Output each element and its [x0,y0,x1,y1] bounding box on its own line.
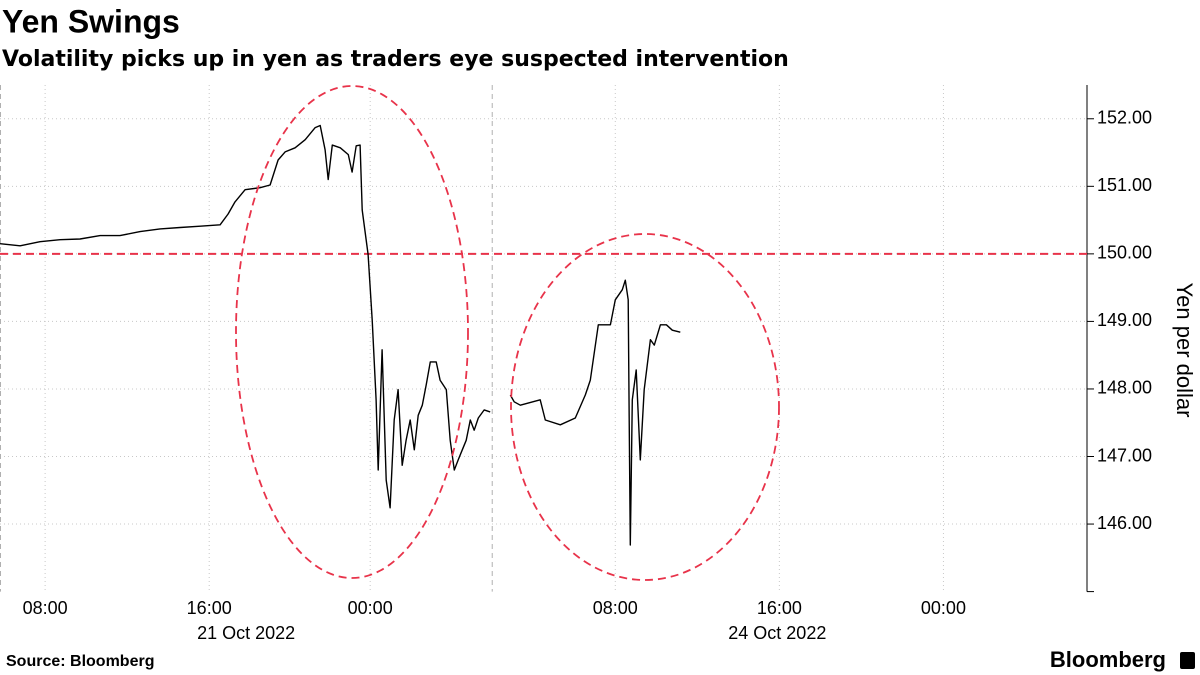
y-tick-label: 150.00 [1097,243,1152,263]
highlight-ellipse [235,85,469,579]
price-line [509,279,681,546]
date-label: 21 Oct 2022 [197,623,295,643]
x-tick-label: 08:00 [593,598,638,618]
price-line [0,124,491,509]
plot-area: 146.00 147.00 148.00 149.00 150.00 151.00 152.… [0,85,1152,643]
x-tick-label: 00:00 [348,598,393,618]
x-tick-label: 00:00 [921,598,966,618]
chart-subtitle: Volatility picks up in yen as traders ey… [2,47,789,72]
y-tick-label: 149.00 [1097,310,1152,330]
y-axis-label: Yen per dollar [1172,283,1197,418]
x-tick-label: 16:00 [187,598,232,618]
y-tick-label: 147.00 [1097,445,1152,465]
x-tick-label: 08:00 [23,598,68,618]
highlight-ellipse [510,233,780,581]
brand-icon [1180,652,1195,669]
brand: Bloomberg [1050,647,1166,672]
date-label: 24 Oct 2022 [728,623,826,643]
chart-title: Yen Swings [2,3,180,39]
x-tick-label: 16:00 [757,598,802,618]
y-tick-label: 148.00 [1097,378,1152,398]
y-tick-label: 152.00 [1097,108,1152,128]
y-tick-label: 146.00 [1097,513,1152,533]
y-tick-label: 151.00 [1097,175,1152,195]
source: Source: Bloomberg [6,653,154,670]
